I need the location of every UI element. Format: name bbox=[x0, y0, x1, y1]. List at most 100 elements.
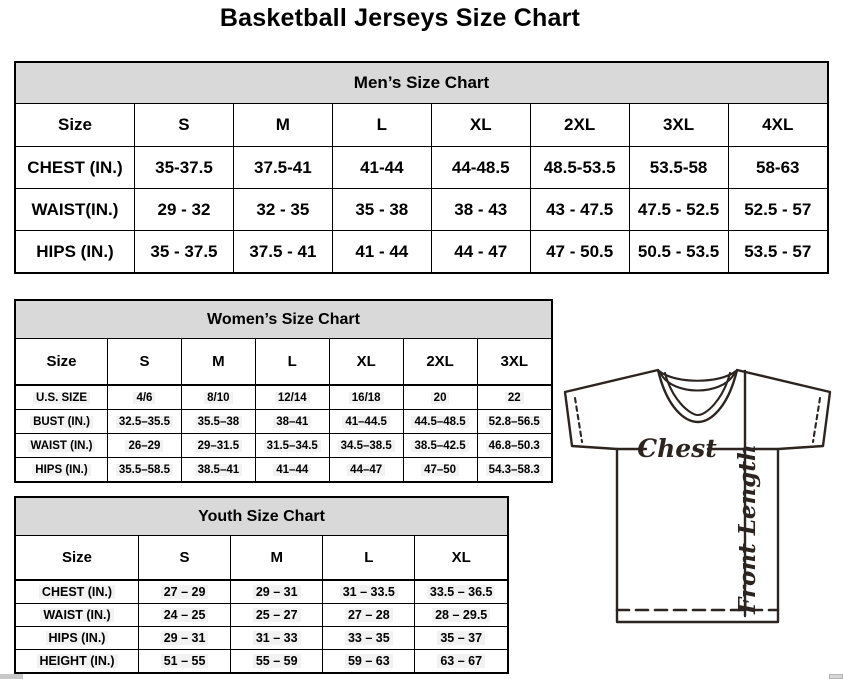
womens-value-cell-text: 38.5–41 bbox=[194, 463, 243, 476]
womens-size-label: Size bbox=[16, 339, 108, 386]
womens-column-header-3xl-text: 3XL bbox=[500, 353, 529, 370]
womens-value-cell: 12/14 bbox=[254, 384, 330, 410]
womens-value-cell: 52.8–56.5 bbox=[476, 409, 551, 434]
youth-row-label: HIPS (IN.) bbox=[16, 626, 139, 650]
mens-value-cell-text: 38 - 43 bbox=[454, 199, 508, 219]
youth-size-label-text: Size bbox=[61, 549, 92, 566]
youth-table-row: CHEST (IN.) 27 – 29 29 – 31 31 – 33.5 33.5 –… bbox=[16, 579, 507, 604]
womens-value-cell-text: 4/6 bbox=[133, 391, 156, 404]
youth-row-label: WAIST (IN.) bbox=[16, 603, 139, 627]
youth-column-header-xl-text: XL bbox=[451, 549, 471, 566]
womens-table-row: BUST (IN.) 32.5–35.5 35.5–38 38–41 41–44.5 44… bbox=[16, 409, 551, 434]
womens-value-cell-text: 44–47 bbox=[347, 463, 386, 476]
womens-value-cell: 32.5–35.5 bbox=[107, 409, 182, 434]
mens-value-cell: 29 - 32 bbox=[134, 188, 234, 231]
mens-value-cell: 53.5 - 57 bbox=[727, 230, 827, 272]
youth-value-cell: 55 – 59 bbox=[230, 649, 324, 672]
youth-value-cell-text: 27 – 28 bbox=[344, 608, 393, 622]
womens-value-cell-text: 26–29 bbox=[125, 439, 164, 452]
womens-column-header-l: L bbox=[254, 339, 330, 386]
scrollbar-fragment-left[interactable] bbox=[0, 674, 23, 679]
womens-value-cell-text: 8/10 bbox=[204, 391, 233, 404]
womens-value-cell-text: 46.8–50.3 bbox=[485, 439, 543, 452]
mens-value-cell-text: 41 - 44 bbox=[355, 241, 409, 261]
womens-column-header-m-text: M bbox=[212, 353, 225, 370]
mens-value-cell: 37.5-41 bbox=[232, 146, 333, 189]
youth-value-cell-text: 33 – 35 bbox=[344, 631, 393, 645]
youth-value-cell: 27 – 28 bbox=[322, 603, 416, 627]
mens-value-cell: 43 - 47.5 bbox=[529, 188, 630, 231]
womens-row-label: U.S. SIZE bbox=[16, 384, 108, 410]
mens-value-cell: 32 - 35 bbox=[232, 188, 333, 231]
youth-value-cell: 33 – 35 bbox=[322, 626, 416, 650]
mens-value-cell-text: 47.5 - 52.5 bbox=[637, 199, 720, 219]
womens-value-cell: 26–29 bbox=[107, 433, 182, 458]
chest-label: Chest bbox=[637, 434, 717, 463]
womens-column-header-s: S bbox=[107, 339, 182, 386]
mens-value-cell-text: 58-63 bbox=[756, 157, 800, 177]
womens-value-cell-text: 44.5–48.5 bbox=[411, 415, 469, 428]
mens-value-cell: 35 - 38 bbox=[331, 188, 432, 231]
youth-value-cell-text: 55 – 59 bbox=[252, 654, 301, 668]
womens-size-label-text: Size bbox=[46, 353, 77, 370]
mens-value-cell: 37.5 - 41 bbox=[232, 230, 333, 272]
mens-value-cell-text: 53.5 - 57 bbox=[744, 241, 812, 261]
womens-value-cell-text: 35.5–38 bbox=[194, 415, 243, 428]
womens-value-cell-text: 47–50 bbox=[421, 463, 460, 476]
womens-value-cell-text: 35.5–58.5 bbox=[115, 463, 174, 476]
womens-table-row: U.S. SIZE 4/6 8/10 12/14 16/18 20 22 bbox=[16, 384, 551, 410]
youth-column-header-s-text: S bbox=[179, 549, 190, 566]
mens-value-cell: 47.5 - 52.5 bbox=[628, 188, 729, 231]
youth-value-cell-text: 29 – 31 bbox=[160, 631, 209, 645]
womens-row-label-text: BUST (IN.) bbox=[30, 415, 93, 428]
scrollbar-fragment-right[interactable] bbox=[829, 674, 843, 679]
womens-value-cell: 44–47 bbox=[328, 457, 404, 481]
youth-value-cell: 29 – 31 bbox=[230, 579, 324, 604]
mens-column-header-4xl: 4XL bbox=[727, 104, 827, 147]
youth-size-header-row: Size S M L XL bbox=[16, 536, 507, 581]
mens-value-cell-text: 29 - 32 bbox=[157, 199, 211, 219]
mens-value-cell-text: 41-44 bbox=[360, 157, 404, 177]
youth-row-label-text: CHEST (IN.) bbox=[38, 585, 116, 599]
mens-value-cell: 48.5-53.5 bbox=[529, 146, 630, 189]
youth-value-cell-text: 29 – 31 bbox=[252, 585, 301, 599]
mens-value-cell-text: 44 - 47 bbox=[454, 241, 508, 261]
womens-column-header-xl-text: XL bbox=[356, 353, 376, 370]
mens-column-header-3xl: 3XL bbox=[628, 104, 729, 147]
womens-value-cell-text: 41–44 bbox=[273, 463, 312, 476]
mens-size-header-row: Size S M L XL 2XL 3XL 4XL bbox=[16, 104, 827, 147]
womens-row-label: WAIST (IN.) bbox=[16, 433, 108, 458]
youth-value-cell: 31 – 33 bbox=[230, 626, 324, 650]
youth-column-header-xl: XL bbox=[414, 536, 507, 581]
youth-chart-title: Youth Size Chart bbox=[16, 498, 507, 536]
youth-size-chart: Youth Size Chart Size S M L XL CHEST (IN.) 27 … bbox=[14, 496, 509, 674]
womens-chart-title: Women’s Size Chart bbox=[16, 301, 551, 339]
mens-value-cell: 58-63 bbox=[727, 146, 827, 189]
mens-value-cell-text: 35 - 38 bbox=[355, 199, 409, 219]
womens-value-cell-text: 41–44.5 bbox=[342, 415, 390, 428]
youth-value-cell: 63 – 67 bbox=[414, 649, 507, 672]
womens-column-header-xl: XL bbox=[328, 339, 404, 386]
youth-value-cell-text: 31 – 33.5 bbox=[339, 585, 398, 599]
mens-value-cell: 35 - 37.5 bbox=[134, 230, 234, 272]
mens-value-cell-text: 50.5 - 53.5 bbox=[637, 241, 720, 261]
womens-value-cell: 41–44 bbox=[254, 457, 330, 481]
mens-row-label: WAIST(IN.) bbox=[16, 188, 135, 231]
mens-value-cell: 38 - 43 bbox=[430, 188, 531, 231]
jersey-collar-arc-outer bbox=[657, 369, 738, 382]
womens-size-table: Size S M L XL 2XL 3XL U.S. SIZE 4/6 8/10 12/14 16/1… bbox=[16, 339, 551, 481]
womens-value-cell-text: 52.8–56.5 bbox=[485, 415, 543, 428]
mens-column-header-2xl: 2XL bbox=[529, 104, 630, 147]
youth-value-cell: 31 – 33.5 bbox=[322, 579, 416, 604]
youth-value-cell-text: 27 – 29 bbox=[160, 585, 209, 599]
mens-column-header-xl: XL bbox=[430, 104, 531, 147]
mens-value-cell-text: 48.5-53.5 bbox=[543, 157, 616, 177]
youth-value-cell: 29 – 31 bbox=[137, 626, 232, 650]
mens-value-cell-text: 43 - 47.5 bbox=[546, 199, 614, 219]
youth-row-label-text: HEIGHT (IN.) bbox=[36, 654, 118, 668]
womens-size-header-row: Size S M L XL 2XL 3XL bbox=[16, 339, 551, 386]
womens-value-cell: 54.3–58.3 bbox=[476, 457, 551, 481]
mens-value-cell-text: 37.5-41 bbox=[254, 157, 312, 177]
womens-value-cell-text: 38.5–42.5 bbox=[411, 439, 469, 452]
womens-value-cell: 41–44.5 bbox=[328, 409, 404, 434]
